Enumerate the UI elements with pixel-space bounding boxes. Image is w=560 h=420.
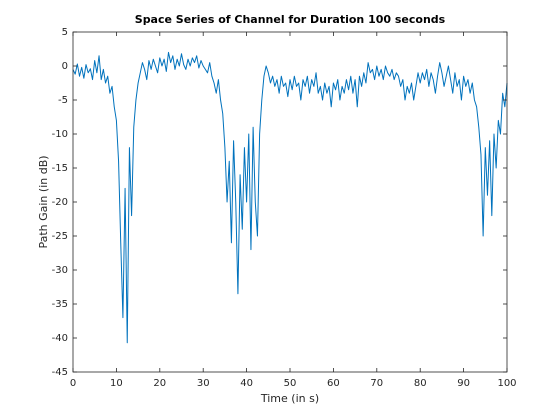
x-tick-label: 100 — [497, 378, 516, 389]
x-tick-label: 70 — [370, 378, 383, 389]
chart-title: Space Series of Channel for Duration 100… — [135, 13, 446, 26]
y-tick-label: -10 — [52, 129, 68, 140]
x-axis-label: Time (in s) — [260, 392, 319, 405]
data-line — [72, 51, 508, 344]
y-tick-label: -45 — [52, 367, 68, 378]
x-tick-label: 40 — [240, 378, 253, 389]
y-tick-label: -20 — [52, 197, 68, 208]
y-tick-label: -5 — [58, 95, 68, 106]
x-tick-label: 80 — [414, 378, 427, 389]
y-tick-label: -30 — [52, 265, 68, 276]
y-tick-label: -15 — [52, 163, 68, 174]
x-tick-label: 60 — [327, 378, 340, 389]
y-tick-label: -40 — [52, 333, 68, 344]
x-tick-label: 30 — [197, 378, 210, 389]
y-tick-label: -35 — [52, 299, 68, 310]
x-tick-label: 50 — [284, 378, 297, 389]
y-axis-label: Path Gain (in dB) — [37, 155, 50, 248]
y-tick-label: 0 — [62, 61, 68, 72]
x-tick-label: 0 — [70, 378, 76, 389]
y-tick-label: -25 — [52, 231, 68, 242]
x-tick-label: 20 — [153, 378, 166, 389]
x-tick-label: 10 — [110, 378, 123, 389]
y-tick-label: 5 — [62, 27, 68, 38]
x-tick-label: 90 — [457, 378, 470, 389]
